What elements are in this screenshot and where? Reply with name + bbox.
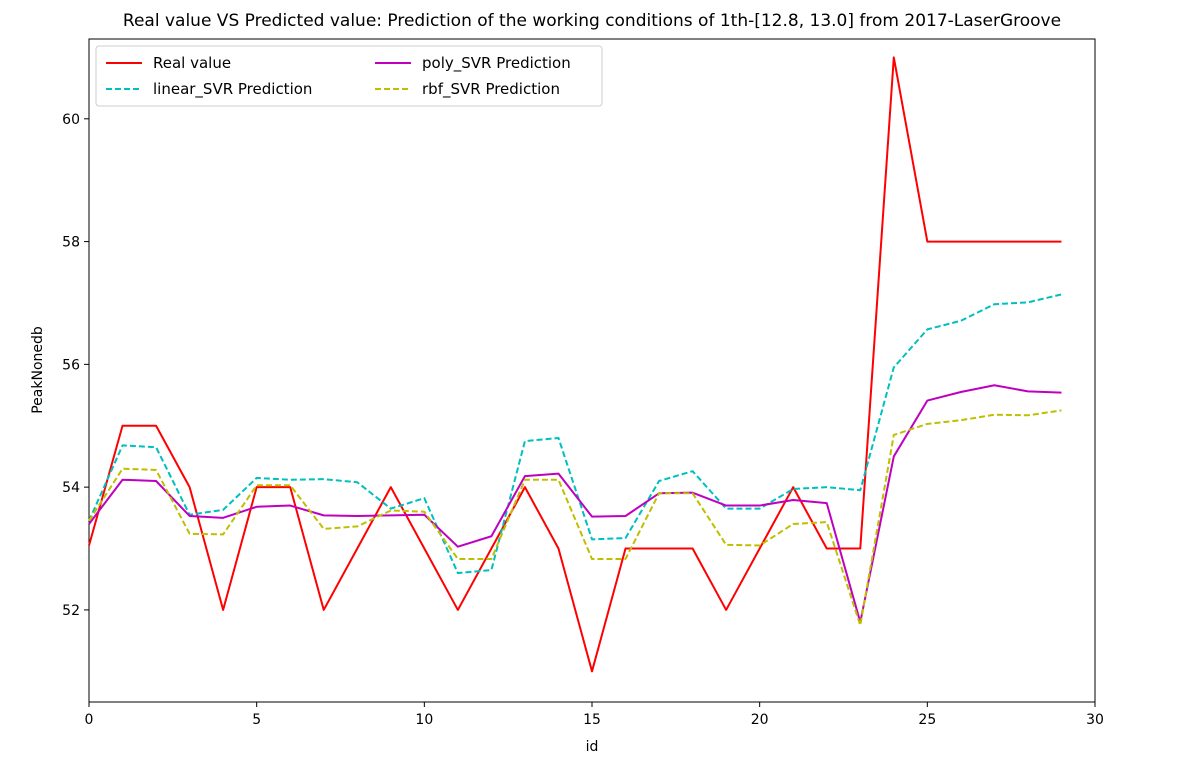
legend-label: linear_SVR Prediction [153, 80, 312, 99]
y-tick-label: 54 [62, 480, 80, 496]
x-axis-label: id [586, 739, 599, 755]
legend-label: poly_SVR Prediction [422, 54, 571, 73]
y-axis-label: PeakNonedb [30, 326, 46, 414]
y-tick-label: 56 [62, 357, 80, 373]
x-tick-label: 30 [1086, 712, 1104, 728]
chart-title: Real value VS Predicted value: Predictio… [123, 11, 1061, 31]
series-line-rbf-svr-prediction [88, 409, 1062, 627]
legend: Real value linear_SVR Prediction poly_SVR … [95, 45, 603, 107]
plot-area [88, 38, 1096, 703]
x-tick-label: 10 [415, 712, 433, 728]
x-axis: 0 5 10 15 20 25 30 [85, 702, 1104, 728]
x-tick-label: 25 [918, 712, 936, 728]
x-tick-label: 5 [252, 712, 261, 728]
series-layer [88, 56, 1062, 673]
x-tick-label: 0 [85, 712, 94, 728]
x-tick-label: 15 [583, 712, 601, 728]
legend-label: Real value [153, 54, 231, 72]
y-tick-label: 60 [62, 112, 80, 128]
series-line-poly-svr-prediction [88, 384, 1062, 624]
legend-box [95, 45, 603, 107]
y-tick-label: 58 [62, 235, 80, 251]
x-tick-label: 20 [751, 712, 769, 728]
y-axis: 52 54 56 58 60 [62, 112, 89, 619]
series-line-linear-svr-prediction [88, 293, 1062, 575]
legend-label: rbf_SVR Prediction [422, 80, 560, 99]
y-tick-label: 52 [62, 603, 80, 619]
